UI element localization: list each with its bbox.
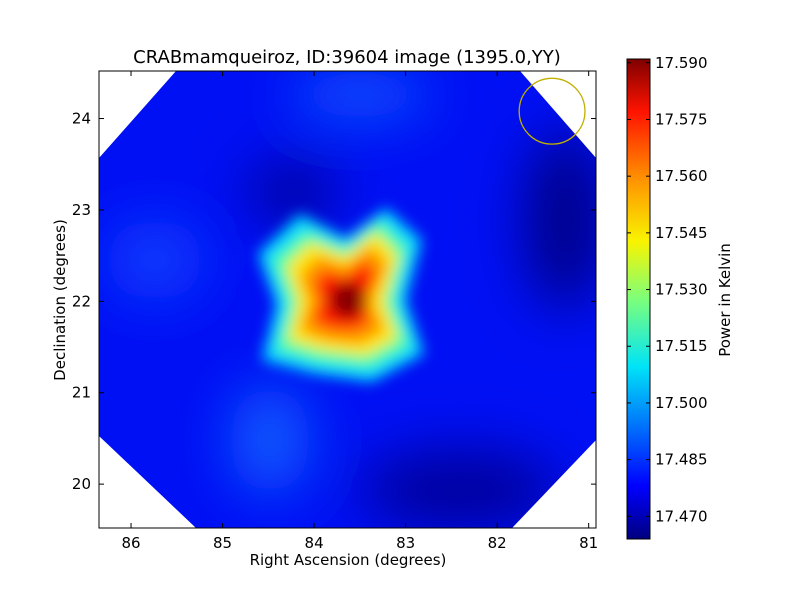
colorbar-tick-label: 17.560 (655, 167, 708, 185)
y-tick-label: 20 (72, 475, 91, 493)
colorbar-tick-label: 17.545 (655, 224, 708, 242)
heatmap-light-patch (105, 220, 205, 300)
y-tick-label: 22 (72, 292, 91, 310)
beam-circle (518, 77, 586, 145)
heatmap-image (99, 71, 596, 528)
plot-frame (98, 70, 597, 529)
x-tick-label: 84 (305, 534, 324, 552)
x-axis-label: Right Ascension (degrees) (250, 551, 447, 569)
colorbar-ticks: 17.590 17.575 17.560 17.545 17.530 17.515 17.5… (627, 54, 708, 525)
y-tick-label: 21 (72, 384, 91, 402)
x-tick-label: 83 (396, 534, 415, 552)
x-tick-label: 86 (121, 534, 140, 552)
colorbar-tick-label: 17.470 (655, 507, 708, 525)
chart-title: CRABmamqueiroz, ID:39604 image (1395.0,Y… (133, 47, 561, 68)
heatmap-light-patch (230, 385, 310, 495)
source-peak (330, 282, 366, 318)
y-tick-label: 23 (72, 201, 91, 219)
colorbar-label: Power in Kelvin (716, 243, 734, 357)
colorbar-tick-label: 17.575 (655, 110, 708, 128)
x-axis: 86 85 84 83 82 81 (121, 71, 598, 552)
heatmap-light-patch (290, 71, 430, 120)
colorbar-tick-label: 17.515 (655, 337, 708, 355)
y-tick-label: 24 (72, 110, 91, 128)
heatmap-dark-patch (247, 162, 337, 222)
colorbar-tick-label: 17.500 (655, 394, 708, 412)
y-axis-label: Declination (degrees) (51, 219, 69, 381)
source-emission (258, 208, 424, 382)
colorbar-tick-label: 17.530 (655, 281, 708, 299)
colorbar: 17.590 17.575 17.560 17.545 17.530 17.515 17.5… (626, 54, 734, 540)
colorbar-gradient (626, 58, 651, 540)
x-tick-label: 82 (488, 534, 507, 552)
colorbar-tick-label: 17.485 (655, 451, 708, 469)
heatmap-dark-patch (525, 130, 596, 310)
colorbar-tick-label: 17.590 (655, 54, 708, 72)
heatmap-dark-patch (360, 450, 560, 528)
x-tick-label: 81 (579, 534, 598, 552)
x-tick-label: 85 (213, 534, 232, 552)
y-axis: 20 21 22 23 24 (72, 110, 596, 493)
